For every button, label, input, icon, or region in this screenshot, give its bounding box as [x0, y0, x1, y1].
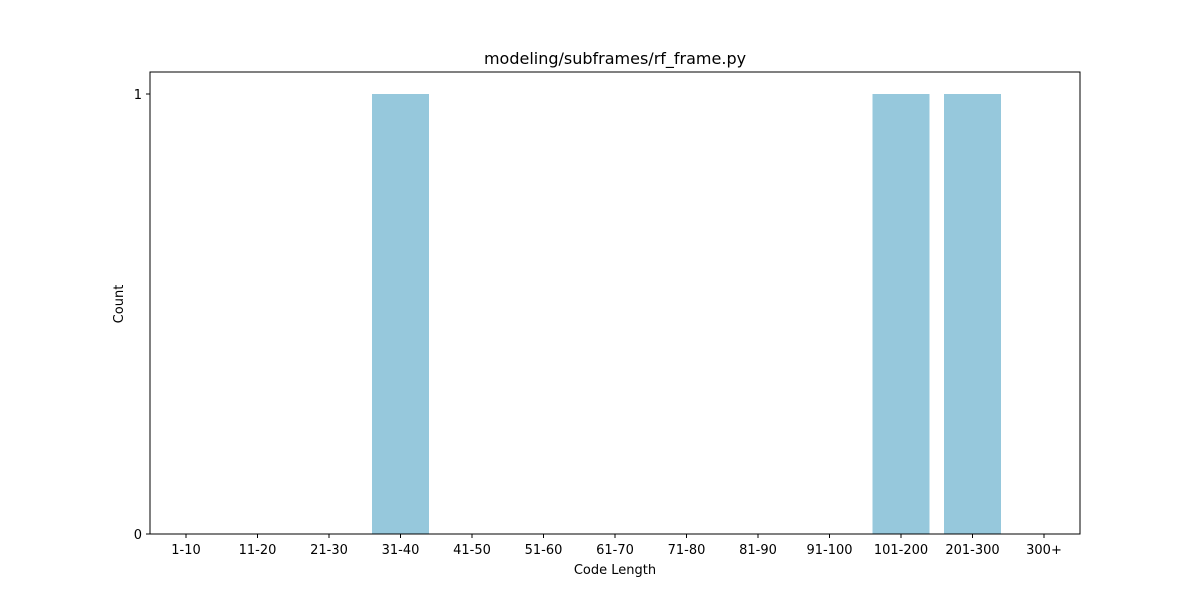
y-tick-label: 0	[134, 528, 142, 543]
y-tick-label: 1	[134, 88, 142, 103]
x-tick-label: 71-80	[668, 543, 706, 558]
x-tick-label: 91-100	[806, 543, 852, 558]
x-axis-label: Code Length	[574, 563, 656, 578]
x-tick-label: 1-10	[171, 543, 201, 558]
chart-title: modeling/subframes/rf_frame.py	[484, 49, 746, 69]
x-tick-label: 81-90	[739, 543, 777, 558]
x-tick-label: 31-40	[382, 543, 420, 558]
x-tick-label: 101-200	[874, 543, 928, 558]
x-tick-label: 201-300	[945, 543, 999, 558]
x-tick-label: 61-70	[596, 543, 634, 558]
ticks-layer: 1-10 11-20 21-30 31-40 41-50 51-60 61-70 71-80 8…	[134, 88, 1062, 558]
plot-frame	[149, 71, 1081, 535]
bars-layer	[372, 94, 1001, 534]
bar-101-200	[872, 94, 930, 534]
x-tick-label: 51-60	[525, 543, 563, 558]
x-tick-label: 21-30	[310, 543, 348, 558]
bar-31-40	[372, 94, 429, 534]
y-axis-label: Count	[112, 285, 127, 324]
x-tick-label: 41-50	[453, 543, 491, 558]
x-tick-label: 11-20	[239, 543, 277, 558]
x-tick-label: 300+	[1026, 543, 1062, 558]
bar-201-300	[944, 94, 1001, 534]
